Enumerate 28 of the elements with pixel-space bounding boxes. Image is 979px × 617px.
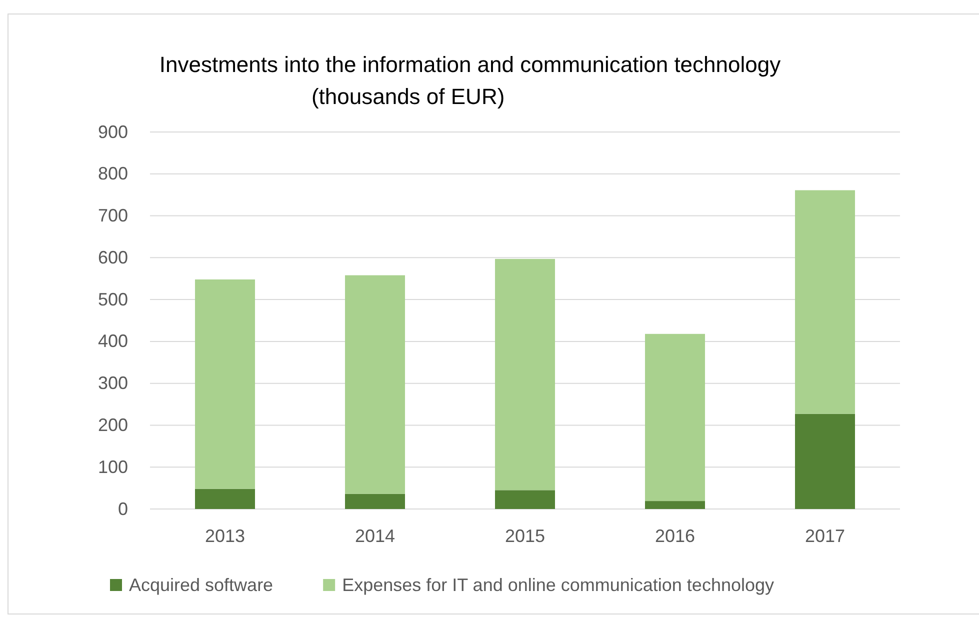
bar [795,414,855,509]
bar [645,334,705,502]
y-tick-label: 100 [98,456,128,477]
legend-label: Expenses for IT and online communication technology [342,575,774,595]
y-tick-label: 0 [118,498,128,519]
bar [195,488,255,509]
bar [345,494,405,509]
bar [795,190,855,414]
x-tick-label: 2015 [504,526,546,546]
bar [645,501,705,509]
x-tick-label: 2016 [654,526,696,546]
y-tick-label: 600 [98,247,128,268]
bar [345,275,405,494]
bar [495,258,555,490]
y-tick-label: 300 [98,373,128,394]
bar [495,490,555,509]
y-tick-label: 200 [98,414,128,435]
chart-title: Investments into the information and communication technology (thousands of EUR) [159,52,781,109]
legend-label: Acquired software [129,575,274,595]
x-tick-label: 2014 [354,526,396,546]
y-tick-label: 900 [98,122,128,142]
bar [195,279,255,489]
y-tick-label: 500 [98,289,128,310]
x-tick-label: 2017 [804,526,846,546]
y-tick-label: 400 [98,331,128,352]
y-tick-label: 700 [98,206,128,226]
y-tick-label: 800 [98,164,128,184]
x-tick-label: 2013 [204,526,246,546]
